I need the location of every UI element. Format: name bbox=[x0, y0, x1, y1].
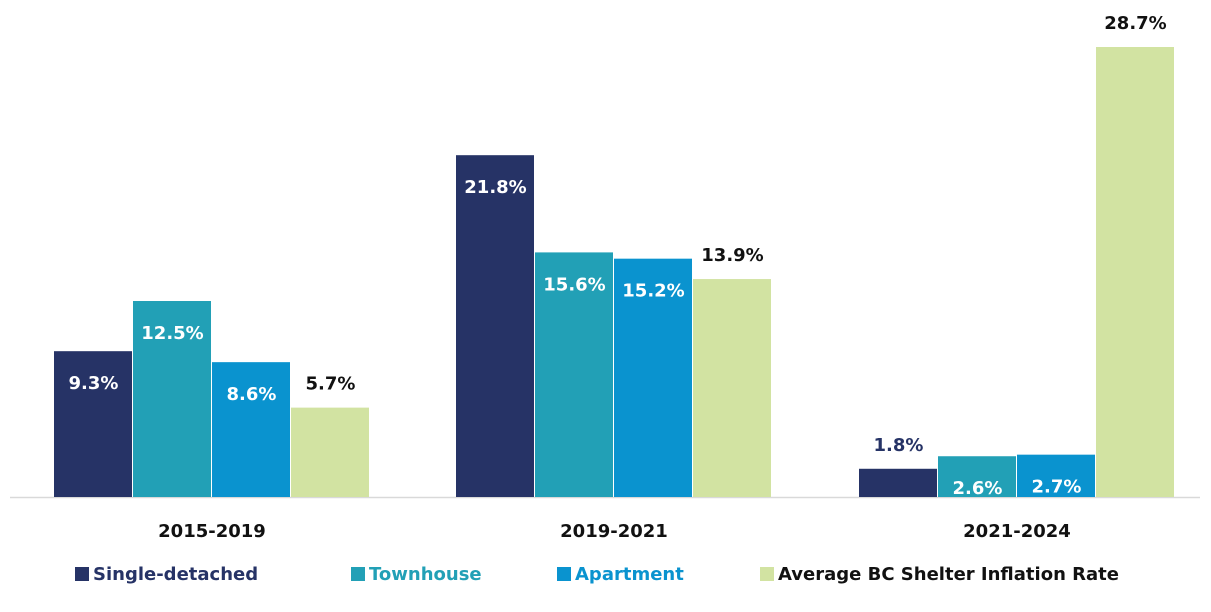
bar bbox=[938, 456, 1016, 497]
bar bbox=[859, 468, 937, 497]
legend-label: Single-detached bbox=[93, 564, 258, 585]
data-label: 13.9% bbox=[701, 245, 763, 266]
legend-label: Apartment bbox=[575, 564, 684, 585]
bar bbox=[212, 362, 290, 497]
x-tick-label: 2019-2021 bbox=[560, 521, 668, 542]
bar bbox=[1096, 47, 1174, 497]
legend-swatch bbox=[760, 567, 774, 581]
data-label: 1.8% bbox=[874, 435, 924, 456]
legend-swatch bbox=[351, 567, 365, 581]
bar bbox=[1017, 454, 1095, 497]
x-tick-label: 2015-2019 bbox=[158, 521, 266, 542]
legend-swatch bbox=[557, 567, 571, 581]
data-label: 2.7% bbox=[1032, 477, 1082, 498]
data-label: 8.6% bbox=[227, 384, 277, 405]
bar bbox=[291, 407, 369, 497]
bar bbox=[535, 252, 613, 497]
data-label: 5.7% bbox=[306, 374, 356, 395]
legend-swatch bbox=[75, 567, 89, 581]
data-label: 2.6% bbox=[953, 478, 1003, 499]
x-tick-label: 2021-2024 bbox=[963, 521, 1071, 542]
data-label: 9.3% bbox=[69, 373, 119, 394]
bar bbox=[456, 155, 534, 497]
data-label: 28.7% bbox=[1104, 13, 1166, 34]
bar bbox=[693, 279, 771, 497]
bar bbox=[133, 301, 211, 497]
legend-label: Townhouse bbox=[369, 564, 482, 585]
data-label: 15.6% bbox=[543, 274, 605, 295]
data-label: 21.8% bbox=[464, 177, 526, 198]
bar bbox=[54, 351, 132, 497]
data-label: 15.2% bbox=[622, 281, 684, 302]
legend-label: Average BC Shelter Inflation Rate bbox=[778, 564, 1119, 585]
bar bbox=[614, 258, 692, 497]
data-label: 12.5% bbox=[141, 323, 203, 344]
